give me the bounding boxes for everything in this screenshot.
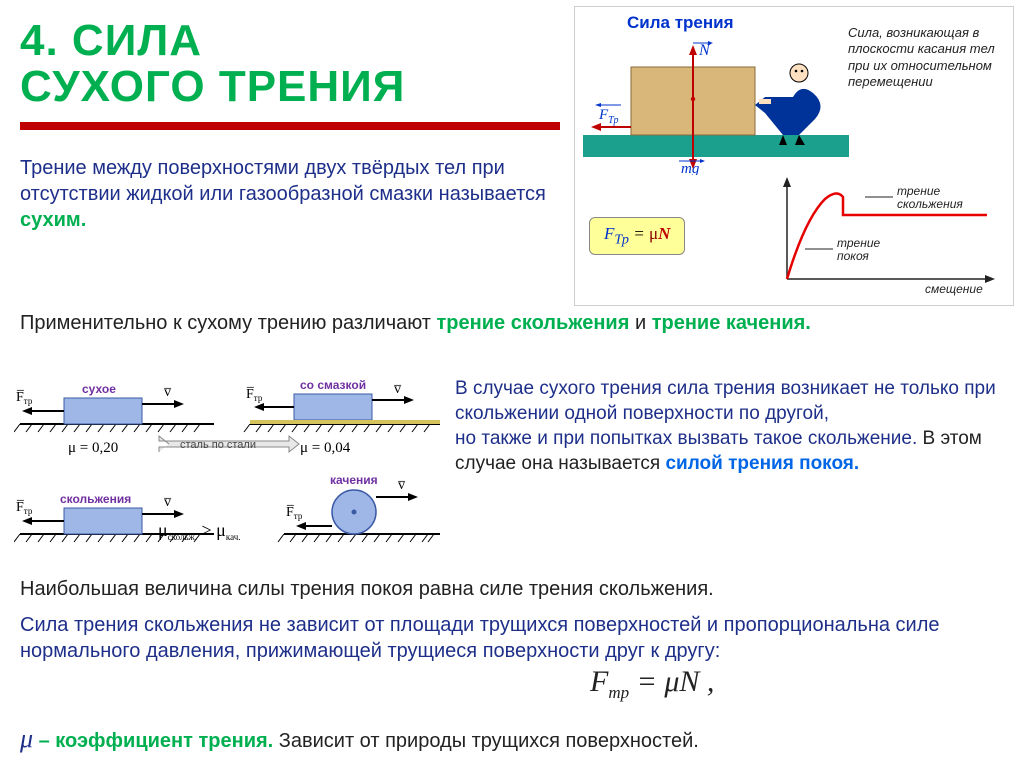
svg-text:F̅тр: F̅тр (16, 390, 33, 406)
p6-coef: – коэффициент трения. (39, 730, 274, 752)
para-types: Применительно к сухому трению различают … (20, 310, 920, 336)
svg-text:трение: трение (897, 184, 940, 198)
svg-text:μскольж. > μкач.: μскольж. > μкач. (158, 520, 240, 542)
svg-text:mg: mg (681, 161, 700, 175)
fbig-sub: тр (608, 683, 629, 702)
title-line1: 4. СИЛА (20, 16, 202, 65)
box-desc: Сила, возникающая в плоскости касания те… (848, 25, 1003, 90)
p3-e: силой трения покоя. (665, 453, 859, 474)
box-title: Сила трения (627, 13, 734, 33)
svg-text:сухое: сухое (82, 382, 116, 396)
svg-text:v̅: v̅ (164, 495, 172, 510)
svg-text:скольжения: скольжения (60, 492, 131, 506)
svg-text:μ = 0,20: μ = 0,20 (68, 440, 118, 456)
p2-mid: и (629, 312, 651, 334)
section-title: 4. СИЛА СУХОГО ТРЕНИЯ (20, 18, 405, 110)
p1-text: Трение между поверхностями двух твёрдых … (20, 157, 546, 205)
p2-e2: трение качения. (652, 312, 811, 334)
p2-e1: трение скольжения (437, 312, 630, 334)
force-diagram: N mg FТр (583, 35, 849, 175)
comparison-diagrams: сухое F̅тр v̅ μ = 0,20 со смазкой F̅тр v… (14, 376, 444, 566)
svg-text:трение: трение (837, 236, 880, 250)
svg-text:F̅тр: F̅тр (286, 505, 303, 521)
svg-text:смещение: смещение (925, 282, 983, 296)
p6-mu: μ (20, 724, 33, 753)
formula-mu: μ (649, 224, 658, 243)
p6-rest: Зависит от природы трущихся поверхностей… (279, 730, 699, 752)
svg-text:со смазкой: со смазкой (300, 378, 366, 392)
svg-text:скольжения: скольжения (897, 197, 963, 211)
svg-text:сталь по стали: сталь по стали (180, 439, 256, 451)
formula-N: N (658, 224, 670, 243)
svg-text:FТр: FТр (598, 107, 618, 126)
svg-text:F̅тр: F̅тр (246, 387, 263, 403)
formula-large: Fтр = μN , (590, 665, 714, 703)
fbig-rest: = μN , (629, 665, 714, 698)
formula-box: FТр = μN (589, 217, 685, 255)
para-static-friction: В случае сухого трения сила трения возни… (455, 376, 1015, 476)
friction-info-box: Сила трения Сила, возникающая в плоскост… (574, 6, 1014, 306)
svg-text:качения: качения (330, 473, 378, 487)
friction-chart: трение скольжения трение покоя смещение (765, 175, 1003, 299)
svg-text:покоя: покоя (837, 249, 869, 263)
fbig-F: F (590, 665, 608, 698)
p3-a: В случае сухого трения сила трения возни… (455, 378, 996, 424)
para-definition: Трение между поверхностями двух твёрдых … (20, 155, 560, 233)
formula-F: FТр (604, 224, 629, 243)
para-coefficient: μ – коэффициент трения. Зависит от приро… (20, 722, 1000, 756)
formula-eq: = (633, 224, 649, 243)
svg-text:v̅: v̅ (164, 385, 172, 400)
svg-text:v̅: v̅ (394, 382, 402, 397)
svg-text:μ = 0,04: μ = 0,04 (300, 440, 351, 456)
title-underline (20, 122, 560, 130)
p2-text: Применительно к сухому трению различают (20, 312, 437, 334)
p3-b: но также и при попытках вызвать такое ск… (455, 428, 917, 449)
title-line2: СУХОГО ТРЕНИЯ (20, 62, 405, 111)
para-proportional: Сила трения скольжения не зависит от пло… (20, 612, 1000, 664)
p1-emph: сухим. (20, 209, 86, 231)
svg-text:F̅тр: F̅тр (16, 500, 33, 516)
para-max: Наибольшая величина силы трения покоя ра… (20, 576, 1000, 602)
svg-text:v̅: v̅ (398, 478, 406, 493)
